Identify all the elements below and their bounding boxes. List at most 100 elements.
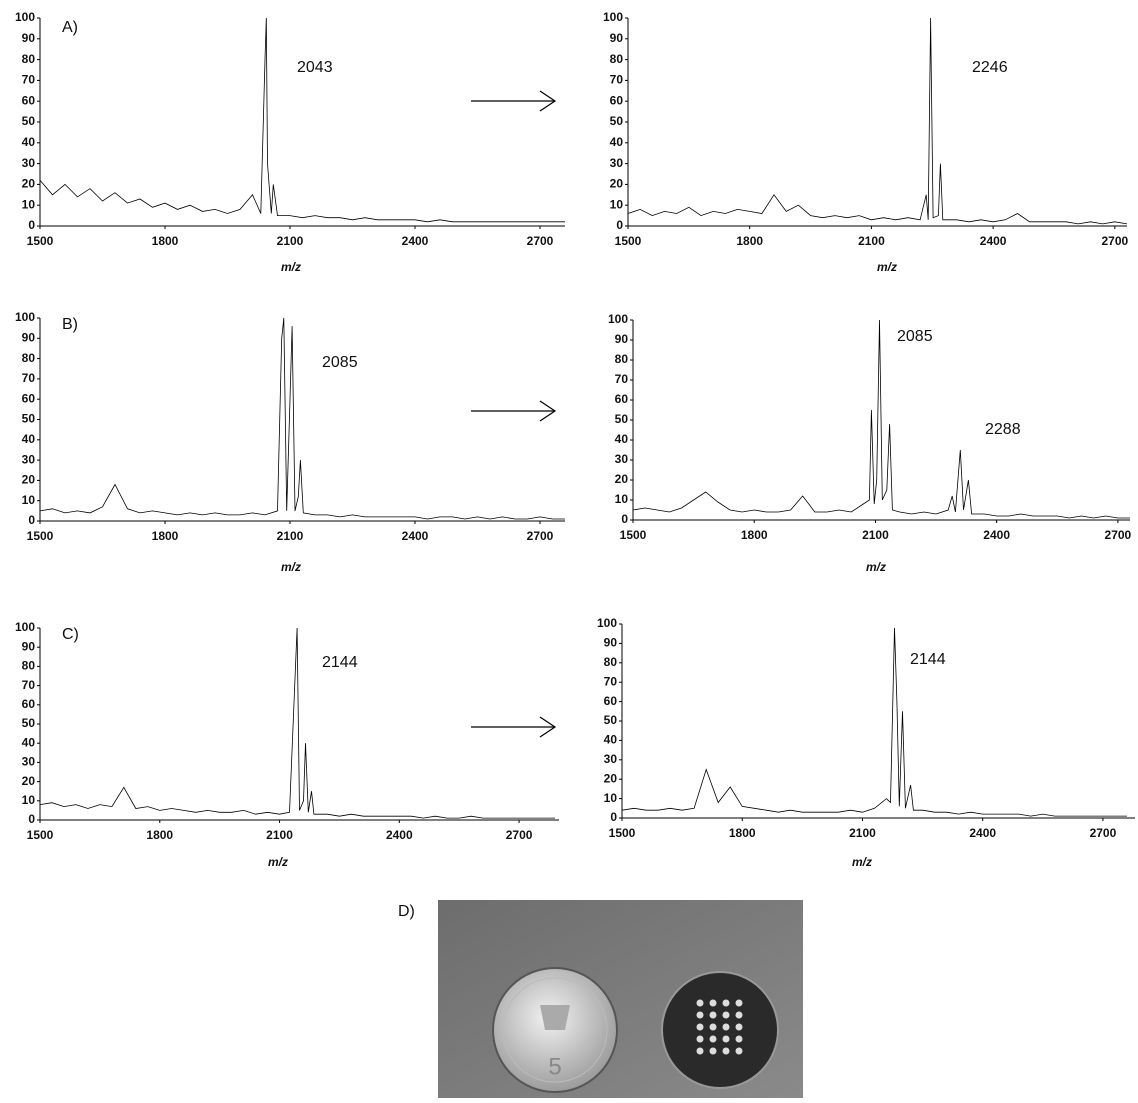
y-tick-label: 80 (604, 655, 618, 669)
y-tick-label: 60 (22, 391, 36, 405)
x-axis-label: m/z (866, 560, 886, 574)
slide-spot (710, 1048, 717, 1055)
slide-spot (736, 1000, 743, 1007)
panel-label: A) (62, 19, 78, 36)
x-axis-label: m/z (852, 855, 872, 869)
x-tick-label: 2100 (266, 828, 293, 842)
slide-spot (697, 1000, 704, 1007)
x-tick-label: 1800 (741, 528, 768, 542)
y-tick-label: 60 (604, 694, 618, 708)
peak-label: 2144 (910, 651, 946, 668)
slide-spot (697, 1012, 704, 1019)
x-tick-label: 1500 (620, 528, 647, 542)
x-tick-label: 2100 (858, 234, 885, 248)
y-tick-label: 30 (22, 452, 36, 466)
x-tick-label: 1800 (152, 234, 179, 248)
x-tick-label: 2400 (980, 234, 1007, 248)
y-tick-label: 20 (22, 177, 36, 191)
x-tick-label: 2700 (527, 529, 554, 543)
slide-spot (736, 1024, 743, 1031)
y-tick-label: 80 (22, 351, 36, 365)
y-tick-label: 40 (22, 135, 36, 149)
figure: D) 5 01020304050607080901001500180021002… (0, 0, 1138, 1098)
y-tick-label: 20 (22, 473, 36, 487)
x-tick-label: 1800 (736, 234, 763, 248)
y-tick-label: 20 (604, 771, 618, 785)
slide-spot (723, 1012, 730, 1019)
x-axis-label: m/z (281, 560, 301, 574)
y-tick-label: 100 (603, 10, 623, 24)
x-tick-label: 2700 (1101, 234, 1128, 248)
peak-label: 2085 (897, 328, 933, 345)
slide-spot (710, 1036, 717, 1043)
y-tick-label: 70 (22, 678, 36, 692)
slide-spot (710, 1012, 717, 1019)
peak-label: 2085 (322, 354, 358, 371)
y-tick-label: 60 (22, 697, 36, 711)
x-tick-label: 1500 (27, 234, 54, 248)
y-tick-label: 70 (22, 73, 36, 87)
photo: 5 (438, 900, 803, 1098)
slide-spot (723, 1024, 730, 1031)
slide-spot (723, 1000, 730, 1007)
panel-label: B) (62, 316, 78, 333)
slide-spot (710, 1000, 717, 1007)
y-tick-label: 100 (15, 620, 35, 634)
y-tick-label: 100 (15, 10, 35, 24)
y-tick-label: 30 (610, 156, 624, 170)
y-tick-label: 80 (22, 659, 36, 673)
slide-spot (697, 1024, 704, 1031)
y-tick-label: 90 (22, 31, 36, 45)
spectrum (40, 18, 565, 222)
y-tick-label: 90 (610, 31, 624, 45)
y-tick-label: 70 (610, 73, 624, 87)
y-tick-label: 100 (15, 310, 35, 324)
x-tick-label: 1500 (615, 234, 642, 248)
peak-label: 2144 (322, 654, 358, 671)
y-tick-label: 80 (22, 52, 36, 66)
y-tick-label: 20 (610, 177, 624, 191)
y-tick-label: 80 (615, 352, 629, 366)
y-tick-label: 50 (610, 114, 624, 128)
y-tick-label: 30 (604, 752, 618, 766)
y-tick-label: 40 (604, 733, 618, 747)
svg-text:5: 5 (548, 1053, 561, 1080)
x-tick-label: 2400 (402, 234, 429, 248)
x-tick-label: 2100 (277, 529, 304, 543)
x-tick-label: 2700 (1105, 528, 1132, 542)
x-tick-label: 2400 (386, 828, 413, 842)
y-tick-label: 50 (22, 114, 36, 128)
y-tick-label: 60 (615, 392, 629, 406)
y-tick-label: 10 (22, 793, 36, 807)
spectrum (40, 628, 555, 818)
y-tick-label: 50 (604, 713, 618, 727)
x-tick-label: 2400 (969, 826, 996, 840)
x-tick-label: 1500 (609, 826, 636, 840)
y-tick-label: 50 (22, 412, 36, 426)
spectrum (40, 318, 565, 519)
x-tick-label: 2400 (983, 528, 1010, 542)
y-tick-label: 90 (615, 332, 629, 346)
panel-label: C) (62, 626, 79, 643)
y-tick-label: 0 (621, 512, 628, 526)
y-tick-label: 40 (615, 432, 629, 446)
x-axis-label: m/z (877, 260, 897, 274)
y-tick-label: 10 (615, 492, 629, 506)
y-tick-label: 10 (610, 197, 624, 211)
spectrum (633, 320, 1130, 518)
peak-label: 2246 (972, 59, 1008, 76)
spectrum (628, 18, 1127, 224)
x-axis-label: m/z (268, 855, 288, 869)
x-tick-label: 1800 (146, 828, 173, 842)
y-tick-label: 100 (608, 312, 628, 326)
y-tick-label: 70 (615, 372, 629, 386)
y-tick-label: 70 (604, 674, 618, 688)
slide-spot (723, 1048, 730, 1055)
x-tick-label: 1500 (27, 529, 54, 543)
slide-spot (736, 1036, 743, 1043)
y-tick-label: 0 (28, 513, 35, 527)
slide-spot (736, 1048, 743, 1055)
peak-label: 2043 (297, 59, 333, 76)
y-tick-label: 60 (610, 93, 624, 107)
y-tick-label: 60 (22, 93, 36, 107)
